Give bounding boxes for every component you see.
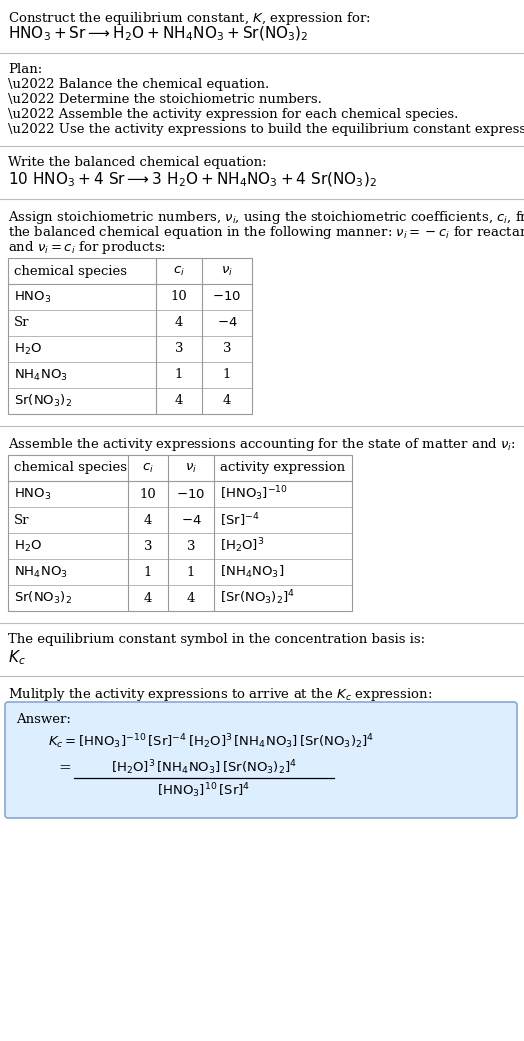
Text: 1: 1	[175, 369, 183, 381]
Text: 1: 1	[187, 565, 195, 579]
Text: Assign stoichiometric numbers, $\nu_i$, using the stoichiometric coefficients, $: Assign stoichiometric numbers, $\nu_i$, …	[8, 209, 524, 226]
Text: $\mathrm{Sr(NO_3)_2}$: $\mathrm{Sr(NO_3)_2}$	[14, 392, 72, 409]
Text: $-4$: $-4$	[216, 316, 237, 330]
Text: $[\mathrm{H_2O}]^3\,[\mathrm{NH_4NO_3}]\,[\mathrm{Sr(NO_3)_2}]^4$: $[\mathrm{H_2O}]^3\,[\mathrm{NH_4NO_3}]\…	[111, 758, 297, 777]
Text: 10: 10	[139, 487, 156, 501]
Text: 4: 4	[187, 591, 195, 605]
Text: $\nu_i$: $\nu_i$	[221, 264, 233, 278]
Text: $\mathrm{NH_4NO_3}$: $\mathrm{NH_4NO_3}$	[14, 367, 68, 382]
Text: 10: 10	[171, 290, 188, 304]
Text: $\mathrm{NH_4NO_3}$: $\mathrm{NH_4NO_3}$	[14, 564, 68, 580]
Text: $\nu_i$: $\nu_i$	[185, 461, 197, 475]
Text: Answer:: Answer:	[16, 713, 71, 726]
Text: Plan:: Plan:	[8, 64, 42, 76]
Text: $\mathrm{HNO_3}$: $\mathrm{HNO_3}$	[14, 289, 51, 305]
Text: $-4$: $-4$	[181, 513, 201, 527]
Text: $c_i$: $c_i$	[173, 264, 185, 278]
Text: Mulitply the activity expressions to arrive at the $K_c$ expression:: Mulitply the activity expressions to arr…	[8, 686, 432, 703]
Text: Write the balanced chemical equation:: Write the balanced chemical equation:	[8, 156, 267, 169]
Text: $-10$: $-10$	[177, 487, 205, 501]
Text: $[\mathrm{Sr(NO_3)_2}]^4$: $[\mathrm{Sr(NO_3)_2}]^4$	[220, 588, 295, 607]
Text: 3: 3	[174, 342, 183, 355]
Text: activity expression: activity expression	[220, 461, 345, 475]
Text: $\mathrm{H_2O}$: $\mathrm{H_2O}$	[14, 341, 42, 357]
Text: the balanced chemical equation in the following manner: $\nu_i = -c_i$ for react: the balanced chemical equation in the fo…	[8, 224, 524, 242]
Text: Assemble the activity expressions accounting for the state of matter and $\nu_i$: Assemble the activity expressions accoun…	[8, 436, 516, 453]
Text: Sr: Sr	[14, 316, 29, 330]
Bar	[8, 258, 252, 414]
Text: $[\mathrm{HNO_3}]^{10}\,[\mathrm{Sr}]^4$: $[\mathrm{HNO_3}]^{10}\,[\mathrm{Sr}]^4$	[157, 781, 250, 799]
Text: \u2022 Determine the stoichiometric numbers.: \u2022 Determine the stoichiometric numb…	[8, 93, 322, 106]
Text: 3: 3	[187, 539, 195, 553]
Text: The equilibrium constant symbol in the concentration basis is:: The equilibrium constant symbol in the c…	[8, 633, 425, 646]
Text: and $\nu_i = c_i$ for products:: and $\nu_i = c_i$ for products:	[8, 239, 166, 256]
Text: $K_c = [\mathrm{HNO_3}]^{-10}\,[\mathrm{Sr}]^{-4}\,[\mathrm{H_2O}]^3\,[\mathrm{N: $K_c = [\mathrm{HNO_3}]^{-10}\,[\mathrm{…	[48, 732, 374, 751]
Text: 3: 3	[144, 539, 152, 553]
Text: $\mathrm{H_2O}$: $\mathrm{H_2O}$	[14, 538, 42, 554]
Text: $\mathrm{HNO_3}$: $\mathrm{HNO_3}$	[14, 486, 51, 502]
Text: 1: 1	[144, 565, 152, 579]
Text: $-10$: $-10$	[213, 290, 242, 304]
Text: chemical species: chemical species	[14, 264, 127, 278]
Text: 1: 1	[223, 369, 231, 381]
Text: $\mathrm{HNO_3 + Sr} \longrightarrow \mathrm{H_2O + NH_4NO_3 + Sr(NO_3)_2}$: $\mathrm{HNO_3 + Sr} \longrightarrow \ma…	[8, 25, 309, 44]
Text: $c_i$: $c_i$	[142, 461, 154, 475]
Text: \u2022 Use the activity expressions to build the equilibrium constant expression: \u2022 Use the activity expressions to b…	[8, 123, 524, 136]
Text: =: =	[58, 761, 71, 775]
Text: 4: 4	[144, 591, 152, 605]
FancyBboxPatch shape	[5, 702, 517, 818]
Text: 4: 4	[175, 395, 183, 407]
Text: $\mathrm{Sr(NO_3)_2}$: $\mathrm{Sr(NO_3)_2}$	[14, 590, 72, 606]
Text: 4: 4	[175, 316, 183, 330]
Text: \u2022 Balance the chemical equation.: \u2022 Balance the chemical equation.	[8, 78, 269, 91]
Text: chemical species: chemical species	[14, 461, 127, 475]
Text: $[\mathrm{H_2O}]^3$: $[\mathrm{H_2O}]^3$	[220, 537, 264, 555]
Text: $[\mathrm{HNO_3}]^{-10}$: $[\mathrm{HNO_3}]^{-10}$	[220, 485, 288, 504]
Text: Sr: Sr	[14, 513, 29, 527]
Text: \u2022 Assemble the activity expression for each chemical species.: \u2022 Assemble the activity expression …	[8, 108, 458, 121]
Text: $\mathrm{10\ HNO_3 + 4\ Sr} \longrightarrow \mathrm{3\ H_2O + NH_4NO_3 + 4\ Sr(N: $\mathrm{10\ HNO_3 + 4\ Sr} \longrightar…	[8, 171, 377, 189]
Text: Construct the equilibrium constant, $K$, expression for:: Construct the equilibrium constant, $K$,…	[8, 10, 370, 27]
Text: $[\mathrm{NH_4NO_3}]$: $[\mathrm{NH_4NO_3}]$	[220, 564, 284, 580]
Text: 3: 3	[223, 342, 231, 355]
Text: $[\mathrm{Sr}]^{-4}$: $[\mathrm{Sr}]^{-4}$	[220, 511, 259, 529]
Bar	[8, 455, 352, 611]
Text: $K_c$: $K_c$	[8, 648, 26, 666]
Text: 4: 4	[223, 395, 231, 407]
Text: 4: 4	[144, 513, 152, 527]
